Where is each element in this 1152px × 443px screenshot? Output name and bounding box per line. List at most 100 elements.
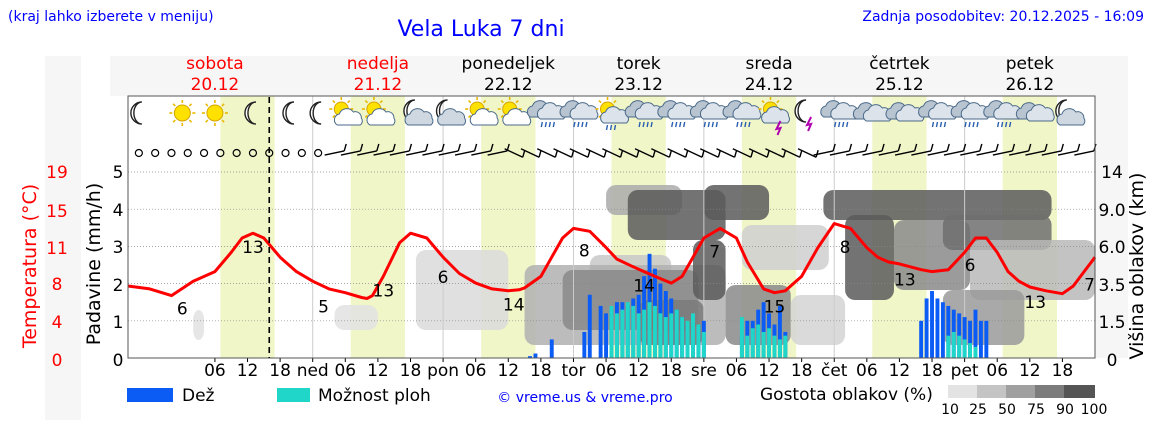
- wind-barb-feather: [603, 150, 607, 158]
- rain-bar: [919, 320, 924, 358]
- cloud-density-step: 50: [998, 402, 1016, 418]
- x-tick-label: 18: [269, 361, 291, 381]
- copyright-link[interactable]: © vreme.us & vreme.pro: [497, 390, 672, 406]
- moon-shape: [130, 101, 142, 125]
- x-tick-label: 06: [986, 361, 1008, 381]
- shower-bar: [647, 302, 652, 358]
- calm-wind-icon: [183, 148, 192, 158]
- wind-barb-feather: [408, 143, 413, 152]
- rain-drop: [703, 121, 706, 128]
- shower-bar: [750, 328, 755, 358]
- temperature-label: 7: [1084, 275, 1095, 295]
- moon-cloud-icon: [1055, 99, 1086, 126]
- precip-tick: 2: [113, 276, 124, 296]
- x-tick-label: 18: [400, 361, 422, 381]
- precip-tick: 0: [113, 351, 124, 371]
- menu-hint[interactable]: (kraj lahko izberete v meniju): [8, 9, 214, 25]
- cloud-shape: [1025, 104, 1055, 122]
- wind-barb-icon: [894, 150, 915, 156]
- wind-barb-icon: [813, 150, 834, 156]
- rain-bar: [528, 356, 532, 358]
- shower-bar: [957, 335, 962, 358]
- cloud-density-step: 75: [1027, 402, 1045, 418]
- x-tick-label: 06: [595, 361, 617, 381]
- x-tick-label: 18: [1052, 361, 1074, 381]
- wind-barb-icon: [454, 150, 475, 156]
- wind-barb-icon: [340, 150, 361, 156]
- cloud-rain-icon: [722, 100, 762, 128]
- sun-ray: [364, 99, 369, 104]
- rain-drop: [675, 121, 678, 128]
- shower-bar: [968, 343, 973, 358]
- shower-bar: [642, 309, 647, 358]
- rain-drop: [845, 121, 849, 128]
- rain-drop: [552, 121, 555, 128]
- wind-barb-feather: [1028, 143, 1032, 152]
- temperature-label: 13: [242, 238, 264, 258]
- wind-barb-icon: [520, 148, 540, 158]
- x-tick-label: 06: [204, 361, 226, 381]
- wind-barb-feather: [554, 150, 559, 158]
- cloud-shape: [502, 108, 532, 126]
- cloud-density-step: 100: [1081, 402, 1108, 418]
- sun-ray: [332, 99, 336, 104]
- day-date: 26.12: [1005, 75, 1054, 95]
- moon-storm-icon: [794, 99, 813, 132]
- cloud-shape: [732, 102, 762, 120]
- wind-barb-feather: [701, 150, 705, 158]
- x-tick-label: 12: [628, 361, 650, 381]
- page-title: Vela Luka 7 dni: [397, 17, 564, 42]
- sun-ray: [613, 99, 617, 104]
- temperature-label: 8: [840, 238, 851, 258]
- x-tick-label: 12: [497, 361, 519, 381]
- shower-legend-label: Možnost ploh: [318, 386, 431, 406]
- precip-tick: 1: [113, 313, 124, 333]
- x-tick-label: 06: [856, 361, 878, 381]
- temperature-label: 6: [438, 268, 449, 288]
- day-name: ponedeljek: [462, 54, 556, 74]
- precip-tick: 5: [113, 163, 124, 183]
- wind-barb-feather: [946, 143, 950, 152]
- rain-bar: [604, 313, 609, 358]
- wind-barb-icon: [781, 148, 801, 158]
- moon-shape: [794, 99, 807, 123]
- cloud-density-step: 25: [969, 402, 987, 418]
- rain-drop: [573, 121, 576, 128]
- x-tick-label: 12: [1019, 361, 1041, 381]
- rain-drop: [671, 121, 674, 128]
- wind-barb-icon: [862, 150, 883, 156]
- day-date: 20.12: [191, 75, 240, 95]
- wind-barb-feather: [473, 143, 478, 152]
- sun-ray: [515, 99, 519, 104]
- shower-bar: [761, 331, 766, 358]
- cloud-height-axis: 14 9.0 6.0 3.5 1.5 0 Višina oblakov (km): [1098, 163, 1148, 371]
- rain-bar: [582, 331, 587, 358]
- rain-drop: [609, 124, 613, 131]
- sun-ray: [172, 119, 176, 123]
- wind-barb-icon: [716, 148, 735, 158]
- rain-drop: [744, 121, 747, 128]
- sun-cloud-icon: [361, 97, 396, 126]
- lightning-bolt: [805, 116, 813, 132]
- wind-barb-icon: [732, 148, 752, 158]
- rain-drop: [544, 121, 547, 128]
- cloud-density-swatch-90: [1064, 385, 1095, 398]
- wind-barb-icon: [846, 150, 866, 156]
- wind-barb-icon: [569, 148, 589, 158]
- wind-barb-icon: [422, 150, 443, 156]
- temperature-label: 14: [503, 295, 525, 315]
- shower-bar: [680, 317, 685, 358]
- cloud-rain-icon: [559, 100, 599, 128]
- cloud-shape: [366, 108, 396, 126]
- shower-bar: [973, 346, 978, 358]
- moon-shape: [244, 101, 257, 125]
- rain-legend-label: Dež: [182, 386, 215, 406]
- chart-frame-right: [1095, 96, 1128, 358]
- cloud-density-step: 90: [1056, 402, 1074, 418]
- chart-frame-top: [110, 56, 1128, 96]
- sun-ray: [364, 114, 369, 119]
- x-tick-label: 18: [660, 361, 682, 381]
- shower-bar: [625, 302, 630, 358]
- rain-drop: [1000, 121, 1004, 128]
